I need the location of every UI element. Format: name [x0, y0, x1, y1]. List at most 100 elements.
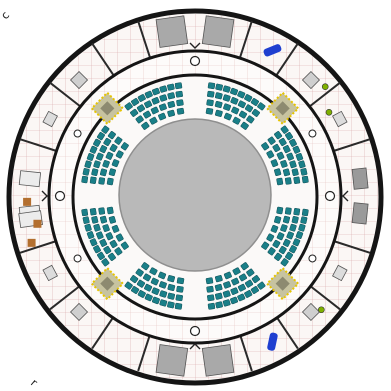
seat [230, 287, 239, 295]
exit-marker-icon [73, 129, 82, 138]
seat [106, 206, 114, 215]
entry-arrow [41, 190, 48, 202]
partition-wall [49, 81, 81, 107]
seat [276, 206, 284, 215]
seat [207, 294, 215, 302]
seat [84, 223, 92, 232]
seat [102, 160, 110, 168]
seat [286, 231, 294, 240]
seat [207, 82, 216, 90]
seat [105, 151, 114, 160]
seat [107, 131, 116, 140]
seat [222, 299, 231, 307]
seat [244, 104, 254, 113]
seat [215, 301, 223, 309]
seat [124, 281, 133, 290]
seat [205, 277, 214, 285]
seat [272, 239, 281, 249]
cabinet [301, 70, 321, 90]
column-core [100, 276, 115, 291]
seat [274, 168, 282, 177]
seat [251, 275, 260, 284]
seat [89, 176, 97, 184]
partition-wall [91, 42, 115, 76]
seat [231, 106, 240, 115]
seat [103, 137, 112, 147]
seat [86, 231, 95, 239]
seat [158, 112, 167, 121]
seat [136, 104, 146, 113]
counter [332, 264, 348, 282]
seat [107, 252, 116, 261]
light-fixture-icon [318, 306, 325, 314]
seat [108, 215, 116, 224]
seat [206, 99, 214, 107]
cabinet [69, 302, 89, 322]
seat [301, 208, 309, 217]
seat [136, 279, 146, 288]
seat [159, 299, 168, 307]
seat [99, 215, 108, 224]
exit-marker-icon [308, 129, 317, 138]
seat [144, 100, 153, 109]
seat [282, 145, 291, 154]
seat [280, 160, 288, 168]
seat [97, 132, 105, 141]
seat [266, 150, 275, 159]
seat [93, 223, 101, 232]
seat [274, 252, 283, 261]
cabinet [69, 70, 89, 90]
seat [278, 137, 287, 147]
lounge-table [201, 344, 235, 377]
seat [237, 293, 246, 302]
seat [120, 241, 129, 250]
entry-arrow [189, 42, 201, 49]
seat [99, 238, 108, 247]
seat [102, 224, 110, 232]
seat [206, 285, 214, 293]
column-core [275, 276, 290, 291]
seat [214, 283, 223, 292]
desk [351, 167, 369, 190]
seat [214, 275, 223, 283]
partition-wall [275, 316, 299, 350]
seat [222, 85, 231, 93]
seat [238, 273, 248, 282]
seat [238, 110, 248, 119]
seat [174, 302, 183, 310]
seat [207, 90, 215, 98]
seat [215, 83, 223, 91]
seat [120, 142, 129, 151]
seat [270, 159, 279, 168]
lounge-table [155, 344, 189, 377]
seat [111, 224, 120, 233]
seat [291, 168, 299, 177]
seat [142, 110, 152, 119]
seat [82, 168, 90, 176]
partition-wall [137, 20, 151, 58]
partition-wall [275, 42, 299, 76]
exit-marker-icon [54, 190, 66, 202]
seat [293, 208, 301, 216]
counter [42, 264, 58, 282]
edge-fragment-top-left: c [0, 9, 12, 22]
exit-marker-icon [189, 55, 201, 67]
seat [223, 281, 231, 289]
seat [230, 87, 238, 96]
seat [114, 247, 123, 256]
seat [257, 102, 266, 111]
partition-wall [239, 20, 253, 58]
seat [101, 125, 110, 134]
seat [298, 223, 306, 232]
light-fixture-icon [321, 83, 329, 91]
seat [280, 224, 288, 232]
seat [267, 247, 276, 256]
seat [223, 271, 232, 280]
seat [295, 231, 304, 239]
wooden-chair [33, 219, 42, 228]
seat [97, 251, 105, 260]
seat [240, 121, 249, 130]
seat [93, 160, 101, 169]
seat [261, 241, 270, 250]
seat [167, 301, 175, 309]
